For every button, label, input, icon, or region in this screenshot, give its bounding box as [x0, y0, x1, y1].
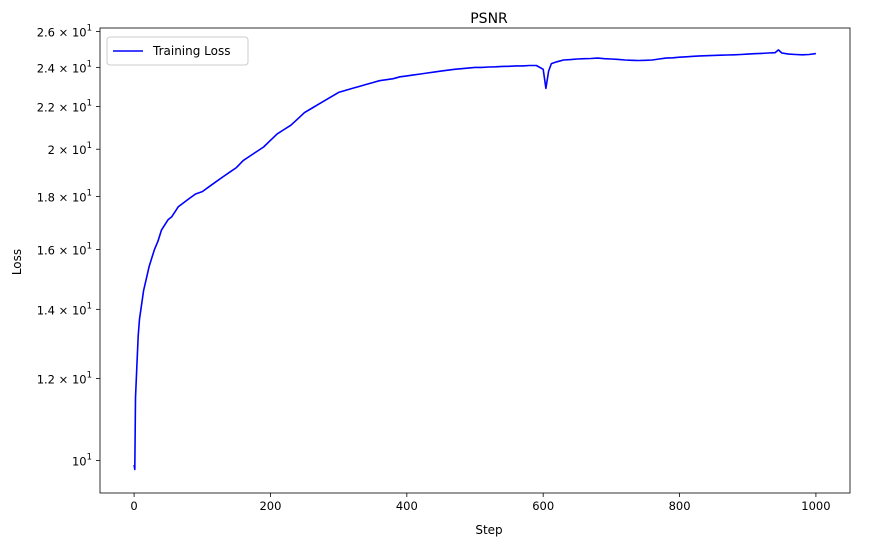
x-tick-label: 400	[396, 499, 418, 513]
y-tick-label: 2.4 × 101	[37, 59, 92, 75]
x-tick-label: 200	[259, 499, 281, 513]
plot-frame	[99, 27, 851, 494]
y-axis-ticks: 101 1.2 × 101 1.4 × 101 1.6 × 101 1.8 × 101 2…	[37, 23, 100, 468]
y-tick-label: 1.2 × 101	[37, 371, 92, 387]
training-loss-line	[133, 49, 817, 471]
legend-label: Training Loss	[152, 44, 230, 58]
x-tick-label: 0	[130, 499, 137, 513]
plot-area	[100, 28, 850, 493]
y-tick-label: 1.4 × 101	[37, 301, 92, 317]
y-tick-label: 1.6 × 101	[37, 241, 92, 257]
x-axis-label: Step	[475, 523, 502, 537]
y-tick-label: 2.2 × 101	[37, 98, 92, 114]
x-axis-ticks: 0 200 400 600 800 1000	[130, 493, 831, 513]
y-tick-label: 2 × 101	[48, 141, 92, 157]
x-tick-label: 800	[669, 499, 691, 513]
legend-box	[106, 36, 249, 66]
y-tick-label: 1.8 × 101	[37, 189, 92, 205]
y-tick-label: 101	[72, 452, 92, 468]
y-axis-label: Loss	[10, 249, 24, 275]
legend: Training Loss	[106, 36, 249, 66]
chart-title: PSNR	[470, 11, 508, 27]
x-tick-label: 600	[532, 499, 554, 513]
y-tick-label: 2.6 × 101	[37, 23, 92, 39]
x-tick-label: 1000	[801, 499, 830, 513]
